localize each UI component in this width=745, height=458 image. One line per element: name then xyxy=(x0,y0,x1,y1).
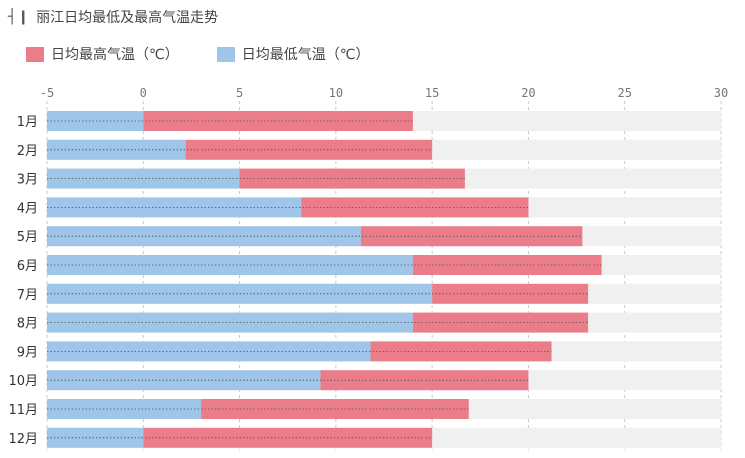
x-tick-label-30: 30 xyxy=(714,86,728,100)
legend-item-high[interactable]: 日均最高气温（℃） xyxy=(26,44,179,64)
x-tick-label-0: 0 xyxy=(140,86,147,100)
legend: 日均最高气温（℃） 日均最低气温（℃） xyxy=(26,44,407,64)
x-tick-label-20: 20 xyxy=(521,86,535,100)
category-label: 11月 xyxy=(8,403,38,418)
chart-title-row: ┤❙ 丽江日均最低及最高气温走势 xyxy=(8,6,218,28)
legend-label-high: 日均最高气温（℃） xyxy=(51,47,179,63)
category-label: 7月 xyxy=(17,288,38,303)
x-tick-label-10: 10 xyxy=(329,86,343,100)
x-tick-label-15: 15 xyxy=(425,86,439,100)
category-label: 1月 xyxy=(17,115,38,130)
category-label: 5月 xyxy=(17,230,38,245)
legend-swatch-low xyxy=(216,46,235,62)
category-label: 12月 xyxy=(8,432,38,447)
legend-swatch-high xyxy=(26,46,44,62)
bar-low xyxy=(47,226,361,247)
category-label: 2月 xyxy=(17,144,38,159)
bar-high xyxy=(143,427,433,448)
legend-label-low: 日均最低气温（℃） xyxy=(241,47,370,63)
legend-item-low[interactable]: 日均最低气温（℃） xyxy=(216,44,370,64)
x-tick-label-25: 25 xyxy=(617,86,631,100)
bar-high xyxy=(412,312,589,333)
category-label: 3月 xyxy=(17,173,38,188)
category-label: 8月 xyxy=(17,317,38,332)
bar-low xyxy=(47,111,144,131)
category-label: 6月 xyxy=(17,259,38,274)
bar-low xyxy=(47,168,240,189)
bar-high xyxy=(412,255,602,275)
bar-high xyxy=(185,139,433,160)
chart-title: 丽江日均最低及最高气温走势 xyxy=(36,10,219,26)
category-label: 4月 xyxy=(17,201,38,216)
bar-high xyxy=(320,370,529,391)
bar-low xyxy=(47,139,186,160)
x-tick-label-5: 5 xyxy=(236,86,243,100)
title-marker-icon: ┤❙ xyxy=(8,9,31,25)
category-label: 9月 xyxy=(17,345,38,360)
bar-low xyxy=(47,427,144,448)
x-tick-label--5: -5 xyxy=(40,86,54,100)
category-label: 10月 xyxy=(8,374,38,389)
